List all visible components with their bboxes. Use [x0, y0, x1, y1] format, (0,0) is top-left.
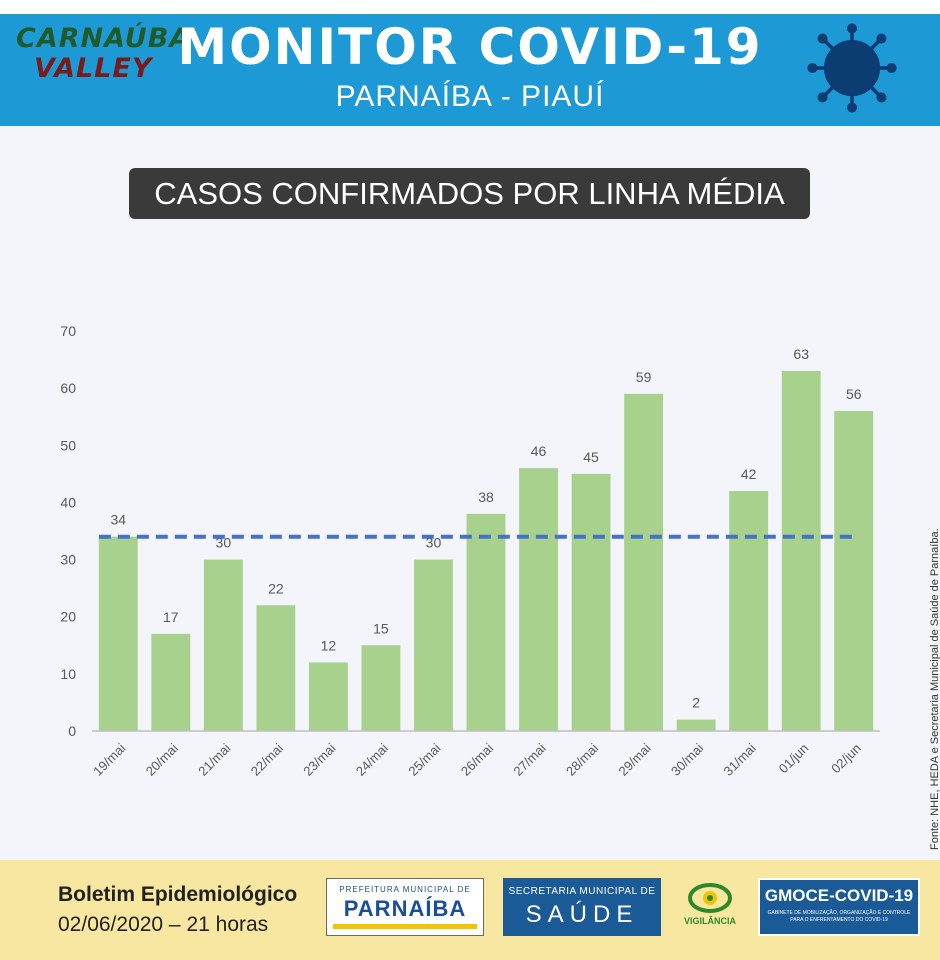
data-label: 38 — [478, 489, 494, 505]
x-tick-label: 28/mai — [563, 740, 601, 778]
x-tick-label: 24/mai — [353, 740, 391, 778]
vigilancia-logo: VIGILÂNCIA — [678, 878, 742, 936]
bar — [571, 473, 611, 731]
data-label: 46 — [531, 443, 547, 459]
data-label: 59 — [636, 369, 652, 385]
page-title: MONITOR COVID-19 — [177, 18, 763, 76]
boletim-date: 02/06/2020 – 21 horas — [58, 913, 269, 936]
x-tick-label: 21/mai — [195, 740, 233, 778]
y-tick-label: 20 — [60, 609, 76, 625]
data-label: 63 — [793, 346, 809, 362]
data-label: 15 — [373, 620, 389, 636]
header-bar — [0, 14, 940, 126]
data-label: 34 — [110, 512, 126, 528]
data-label: 12 — [321, 637, 337, 653]
bar — [414, 559, 453, 731]
carnauba-valley-logo: CARNAÚBA VALLEY — [16, 23, 192, 94]
y-tick-label: 50 — [60, 437, 76, 453]
y-tick-label: 40 — [60, 494, 76, 510]
x-tick-label: 26/mai — [458, 740, 496, 778]
x-tick-label: 29/mai — [616, 740, 654, 778]
y-tick-label: 30 — [60, 552, 76, 568]
bar — [256, 605, 296, 731]
prefeitura-logo: PREFEITURA MUNICIPAL DE PARNAÍBA — [326, 878, 484, 936]
y-axis: 0 10 20 30 40 50 60 70 — [60, 323, 76, 739]
vigilancia-emblem-icon — [688, 883, 732, 913]
logo-line-2: VALLEY — [34, 53, 153, 84]
x-tick-label: 19/mai — [90, 740, 128, 778]
x-tick-label: 31/mai — [721, 740, 759, 778]
virus-icon — [807, 23, 897, 113]
y-tick-label: 60 — [60, 380, 76, 396]
x-tick-label: 20/mai — [143, 740, 181, 778]
bar — [781, 371, 821, 731]
logo-line-1: CARNAÚBA — [16, 23, 192, 54]
x-tick-label: 01/jun — [776, 741, 812, 777]
gmoce-subtitle: GABINETE DE MOBILIZAÇÃO, ORGANIZAÇÃO E C… — [767, 910, 911, 923]
x-tick-label: 30/mai — [668, 740, 706, 778]
data-label: 42 — [741, 466, 757, 482]
prefeitura-line-1: PREFEITURA MUNICIPAL DE — [339, 885, 471, 894]
bars — [98, 371, 874, 731]
saude-line-1: SECRETARIA MUNICIPAL DE — [508, 886, 656, 897]
y-tick-label: 0 — [68, 723, 76, 739]
bar — [466, 513, 506, 731]
boletim-block: Boletim Epidemiológico 02/06/2020 – 21 h… — [58, 880, 297, 940]
prefeitura-stripe — [333, 924, 477, 929]
x-tick-label: 27/mai — [510, 740, 548, 778]
x-tick-label: 02/jun — [828, 741, 864, 777]
page-subtitle: PARNAÍBA - PIAUÍ — [335, 80, 605, 113]
bar — [624, 393, 664, 731]
bar — [519, 468, 558, 731]
chart-banner: CASOS CONFIRMADOS POR LINHA MÉDIA — [129, 168, 810, 219]
y-tick-label: 10 — [60, 666, 76, 682]
source-text: Fonte: NHE, HEDA e Secretaria Municipal … — [929, 528, 940, 850]
data-label: 45 — [583, 449, 599, 465]
data-label: 56 — [846, 386, 862, 402]
x-tick-label: 23/mai — [300, 740, 338, 778]
vigilancia-text: VIGILÂNCIA — [683, 916, 736, 926]
bar — [676, 719, 716, 731]
bar — [151, 633, 191, 731]
top-strip — [0, 0, 940, 14]
saude-line-2: SAÚDE — [525, 901, 639, 928]
bar — [308, 662, 348, 731]
data-label: 22 — [268, 580, 284, 596]
data-label: 17 — [163, 609, 179, 625]
prefeitura-line-2: PARNAÍBA — [343, 896, 467, 921]
gmoce-title: GMOCE-COVID-19 — [764, 886, 914, 905]
secretaria-saude-logo: SECRETARIA MUNICIPAL DE SAÚDE — [503, 878, 661, 936]
bar — [98, 536, 138, 731]
bar — [834, 411, 874, 731]
bar — [361, 645, 401, 731]
x-tick-label: 22/mai — [248, 740, 286, 778]
source-note: Fonte: NHE, HEDA e Secretaria Municipal … — [919, 520, 940, 850]
gmoce-logo: GMOCE-COVID-19 GABINETE DE MOBILIZAÇÃO, … — [758, 878, 920, 936]
x-tick-label: 25/mai — [405, 740, 443, 778]
x-axis: 19/mai 20/mai 21/mai 22/mai 23/mai 24/mai 25/m… — [90, 740, 864, 778]
y-tick-label: 70 — [60, 323, 76, 339]
bar — [203, 559, 243, 731]
bar — [729, 491, 769, 731]
data-label: 2 — [692, 695, 700, 711]
boletim-title: Boletim Epidemiológico — [58, 883, 298, 906]
